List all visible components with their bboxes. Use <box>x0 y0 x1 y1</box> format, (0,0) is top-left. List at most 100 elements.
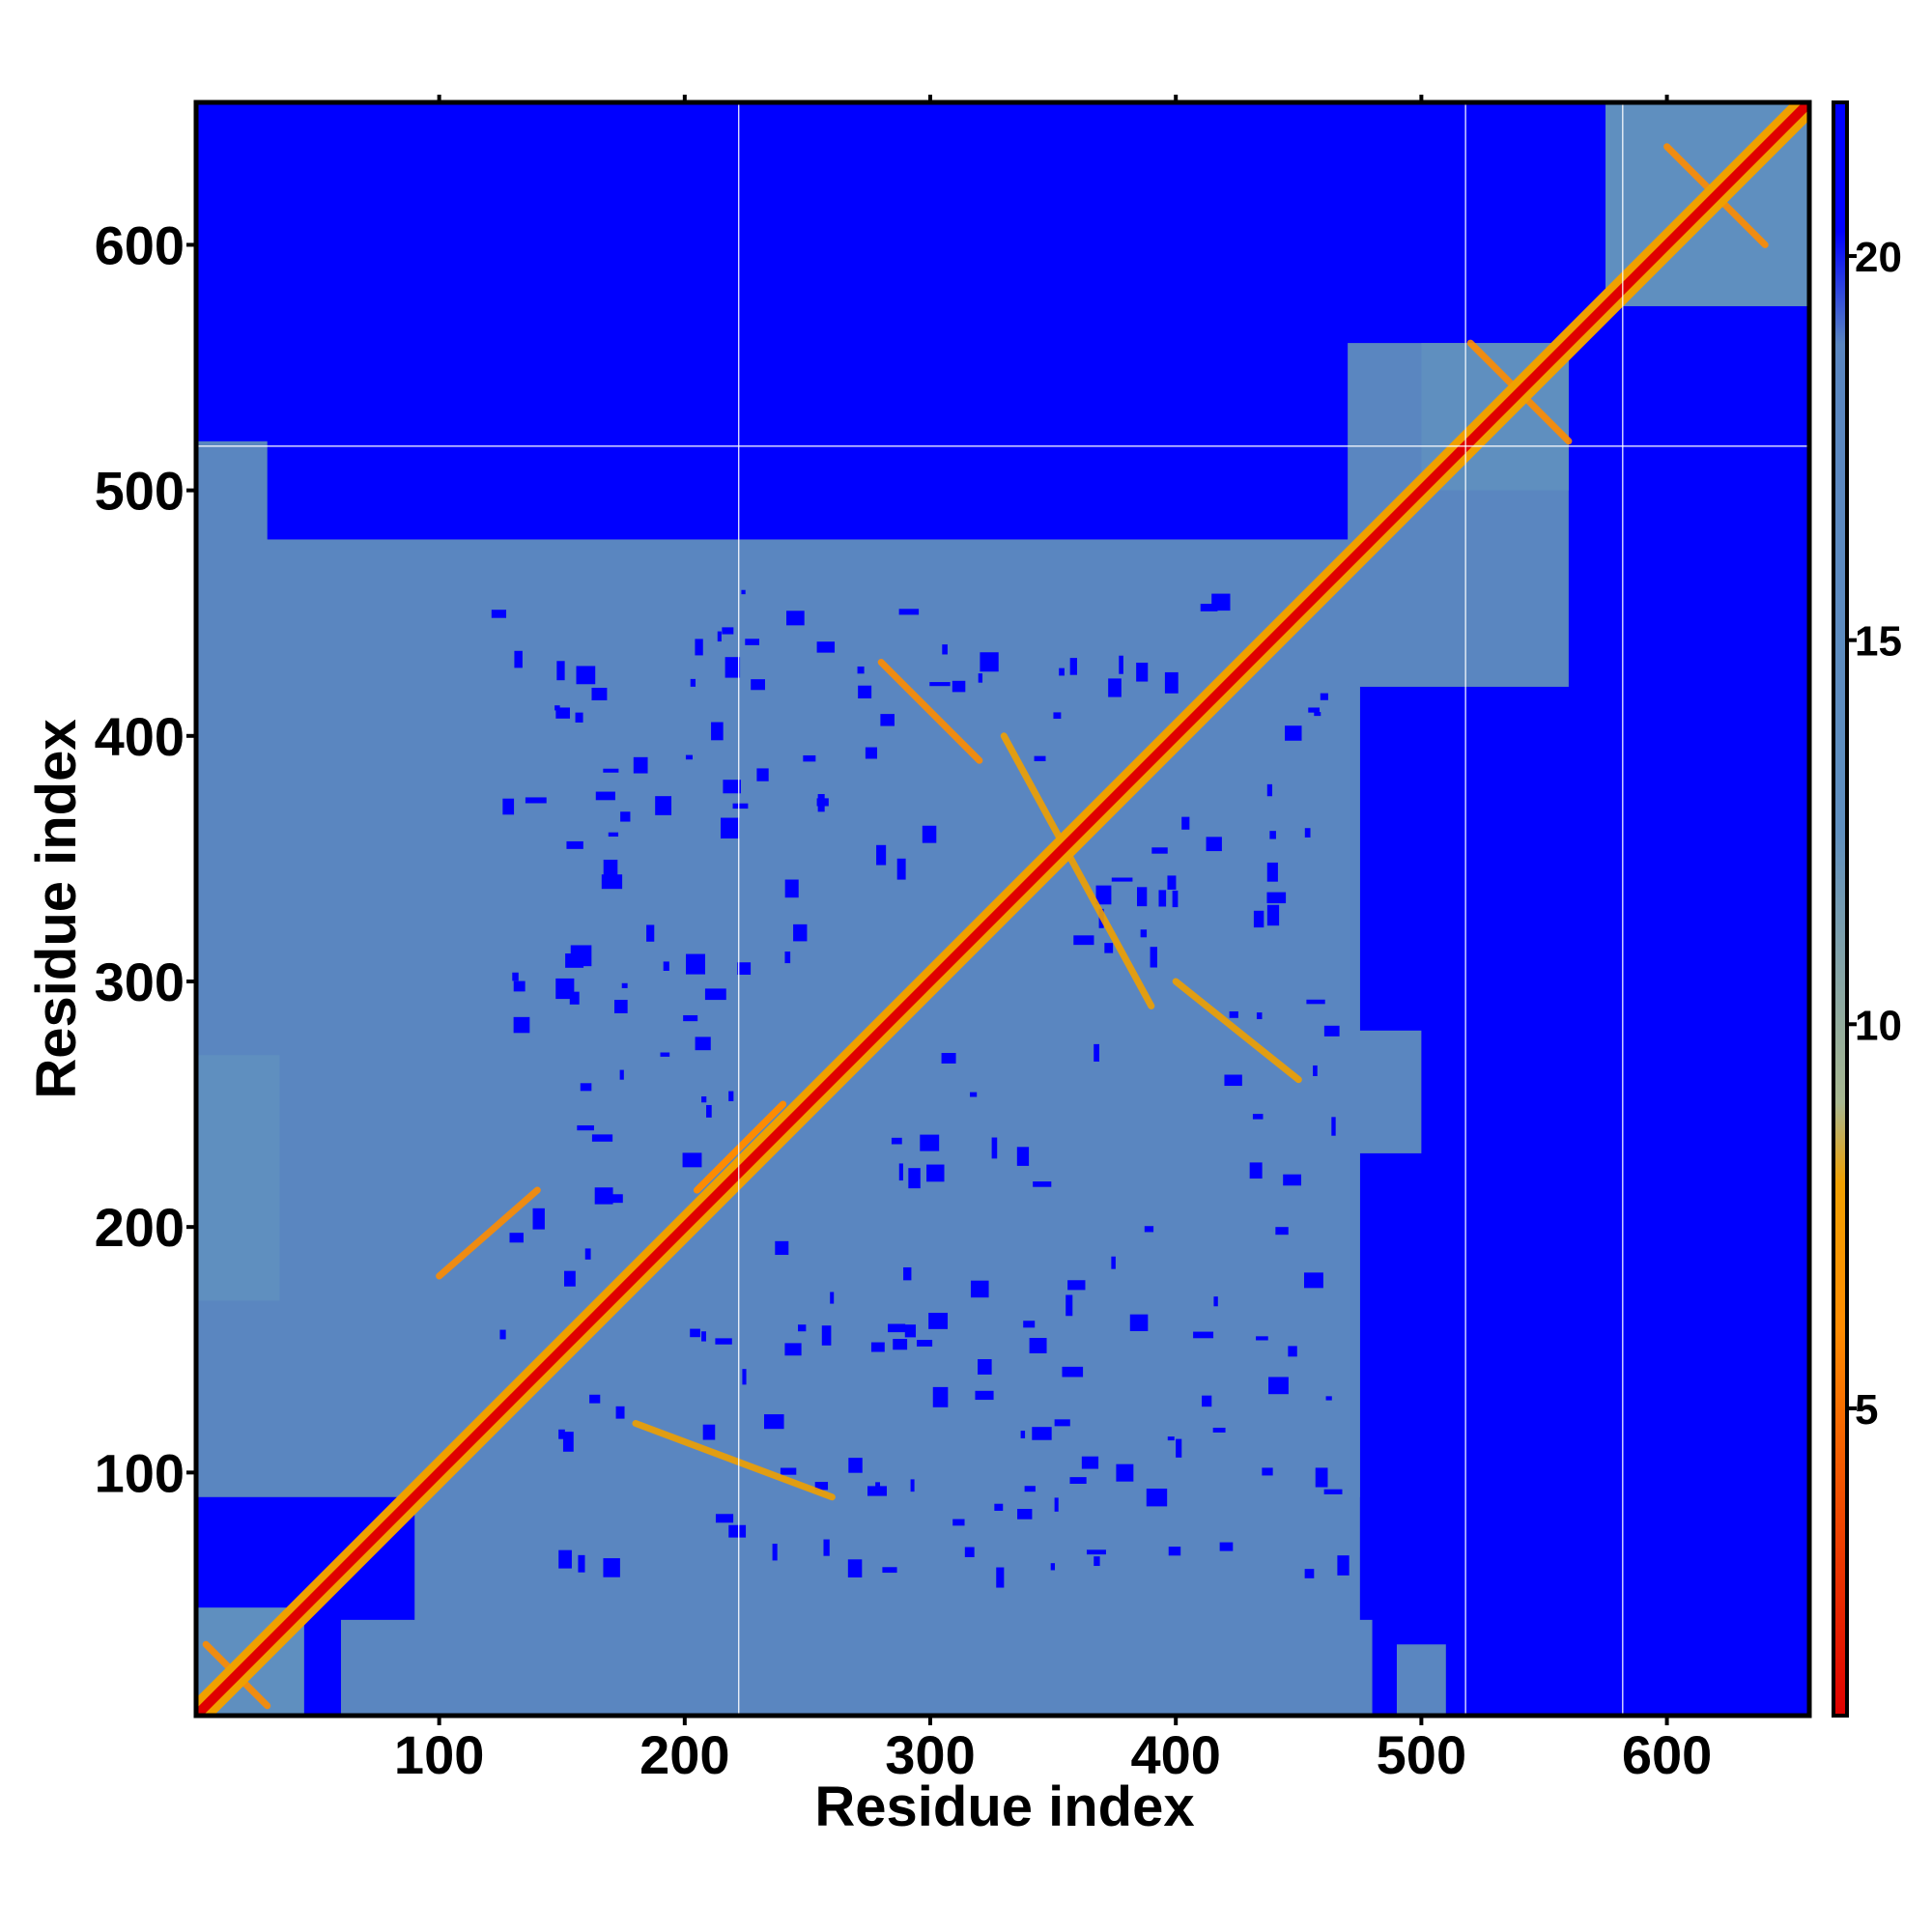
heatmap-cell <box>621 982 628 988</box>
heatmap-cell <box>1146 1489 1168 1507</box>
heatmap-cell <box>723 780 741 794</box>
heatmap-cell <box>910 1479 915 1492</box>
heatmap-cell <box>1129 1314 1149 1331</box>
heatmap-cell <box>978 673 983 683</box>
heatmap-cell <box>1086 1549 1106 1555</box>
heatmap-cell <box>1104 943 1114 953</box>
heatmap-cell <box>1017 1509 1033 1520</box>
heatmap-cell <box>1016 1147 1030 1166</box>
heatmap-cell <box>558 1429 565 1439</box>
heatmap-cell <box>569 991 580 1005</box>
heatmap-cell <box>499 1329 506 1340</box>
heatmap-cell <box>1023 1321 1036 1328</box>
heatmap-cell <box>1315 1467 1328 1488</box>
heatmap-cell <box>847 1559 863 1577</box>
heatmap-cell <box>1111 1256 1116 1269</box>
heatmap-cell <box>772 1544 778 1561</box>
heatmap-cell <box>1164 671 1179 694</box>
colorbar-ticks: 5 10 15 20 <box>1847 234 1902 1434</box>
diagonal-line <box>196 102 1809 1716</box>
heatmap-cell <box>896 858 906 880</box>
heatmap-cell <box>1176 1438 1182 1458</box>
heatmap-cell <box>513 1016 530 1034</box>
heatmap-cell <box>745 639 759 645</box>
heatmap-cell <box>917 1340 933 1347</box>
heatmap-cell <box>509 1233 524 1243</box>
heatmap-cell <box>1306 999 1325 1005</box>
heatmap-cell <box>564 1270 576 1287</box>
contact-feature <box>694 1100 787 1194</box>
heatmap-cell <box>1151 847 1168 854</box>
heatmap-cell <box>690 678 696 687</box>
heatmap-cell <box>898 1163 903 1181</box>
heatmap-cell <box>1193 1331 1214 1339</box>
domain-boundary-lines <box>196 102 1809 1716</box>
heatmap-cell <box>784 1343 802 1356</box>
heatmap-cell <box>751 679 765 691</box>
heatmap-cell <box>601 874 623 890</box>
y-axis-ticks: 100 200 300 400 500 600 <box>95 214 196 1503</box>
heatmap-cell <box>532 1208 545 1230</box>
heatmap-cell <box>1065 1294 1073 1317</box>
heatmap-cell <box>589 1394 601 1404</box>
heatmap-cell <box>867 1486 888 1496</box>
heatmap-cell <box>1283 1174 1302 1186</box>
heatmap-cell <box>1181 816 1190 830</box>
heatmap-cell <box>1168 1547 1181 1556</box>
heatmap-cell <box>1202 1395 1212 1407</box>
heatmap-cell <box>1167 875 1177 890</box>
heatmap-cell <box>952 680 966 693</box>
heatmap-cell <box>780 1467 797 1475</box>
heatmap-cell <box>1054 1497 1059 1512</box>
heatmap-cell <box>683 1014 698 1022</box>
heatmap-cell <box>608 832 619 838</box>
heatmap-cell <box>1200 604 1218 611</box>
heatmap-cell <box>1219 1542 1234 1551</box>
heatmap-cell <box>620 811 631 822</box>
heatmap-cell <box>1020 1431 1026 1438</box>
heatmap-cell <box>1252 1114 1264 1120</box>
heatmap-cell <box>721 817 740 838</box>
heatmap-cell <box>926 1164 945 1182</box>
heatmap-cell <box>1172 890 1179 908</box>
colorbar-tick-label: 5 <box>1855 1386 1878 1434</box>
heatmap-cell <box>1111 877 1133 882</box>
heatmap-cell <box>555 707 570 719</box>
heatmap-cell <box>830 1292 835 1304</box>
heatmap-cell <box>1212 1427 1226 1433</box>
y-tick-label: 500 <box>95 461 185 522</box>
colorbar-tick-label: 10 <box>1855 1002 1902 1049</box>
heatmap-cell <box>1136 887 1148 907</box>
heatmap-cell <box>1249 1162 1263 1179</box>
heatmap-cell <box>576 666 596 685</box>
heatmap-cell <box>816 798 829 807</box>
heatmap-cell <box>605 1194 623 1204</box>
heatmap-cell <box>1320 693 1328 700</box>
heatmap-cell <box>660 1052 670 1057</box>
contact-feature <box>1172 978 1302 1084</box>
heatmap-cell <box>591 687 608 700</box>
heatmap-cell <box>603 768 619 773</box>
heatmap-cell <box>1073 935 1094 946</box>
heatmap-cell <box>1033 1181 1052 1187</box>
y-tick-label: 200 <box>95 1197 185 1258</box>
heatmap-cell <box>1069 658 1077 675</box>
heatmap-cell <box>685 754 693 760</box>
heatmap-cell <box>1275 1227 1289 1236</box>
heatmap-cell <box>595 791 615 801</box>
heatmap-cell <box>686 953 705 975</box>
heatmap-cell <box>1266 862 1278 882</box>
heatmap-cell <box>580 1083 592 1092</box>
heatmap-cell <box>1269 831 1276 839</box>
heatmap-cell <box>584 1248 591 1260</box>
heatmap-cell <box>1323 1025 1340 1037</box>
heatmap-cell <box>566 840 583 849</box>
heatmap-cell <box>1213 1296 1218 1307</box>
y-tick-label: 400 <box>95 706 185 767</box>
heatmap-cell <box>1325 1396 1332 1401</box>
heatmap-cell <box>728 1524 747 1538</box>
heatmap-cell <box>619 1069 624 1080</box>
heatmap-cell <box>1273 1030 1422 1153</box>
heatmap-cell <box>555 978 575 1000</box>
heatmap-cell <box>724 657 741 678</box>
